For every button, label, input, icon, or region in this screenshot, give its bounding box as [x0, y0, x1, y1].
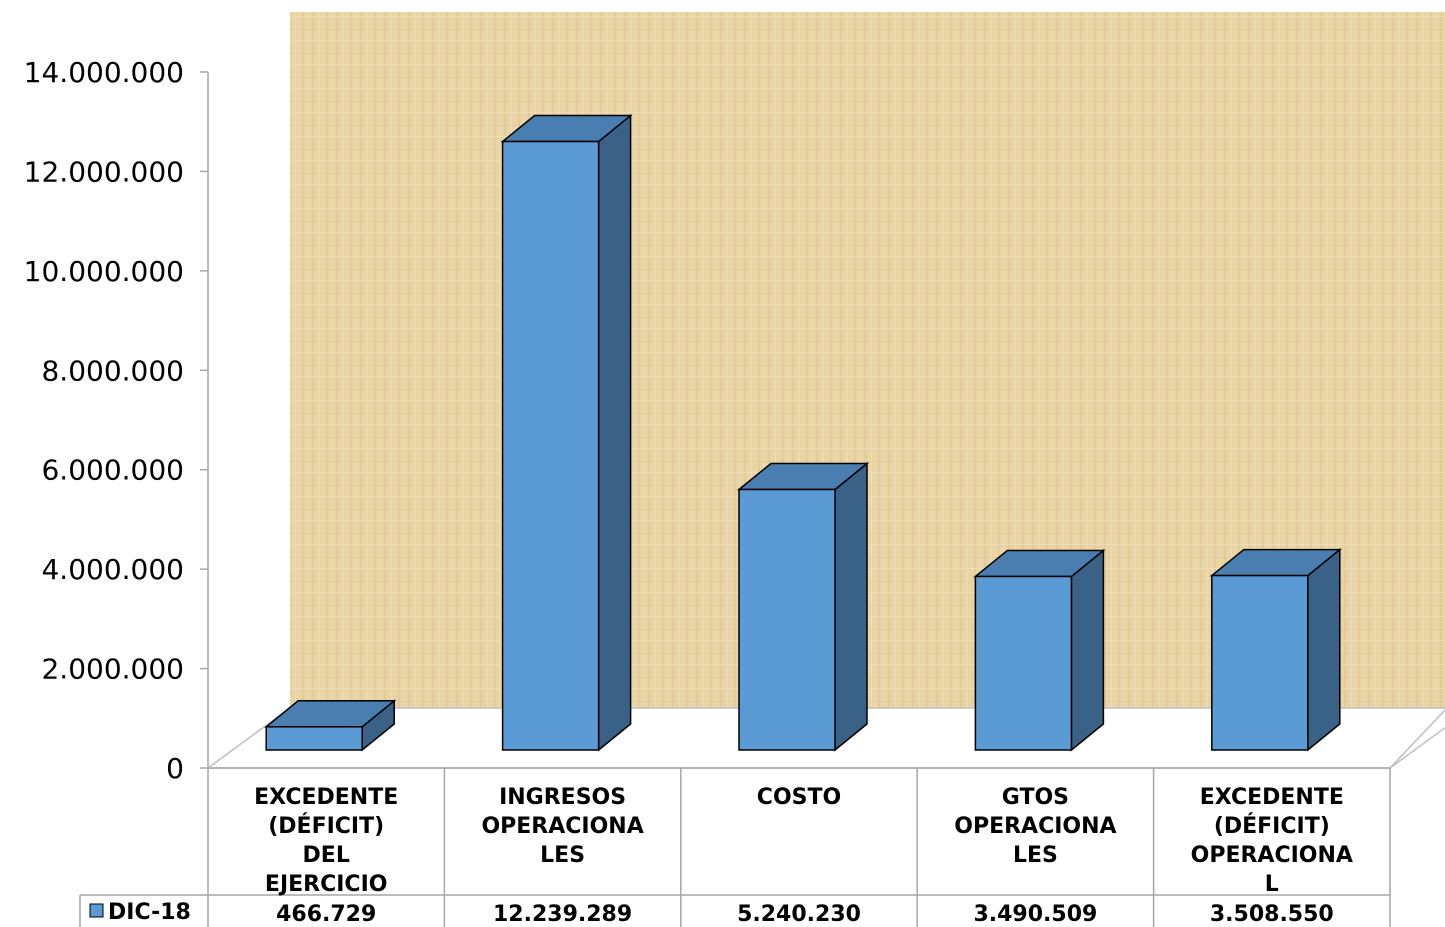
bar: [736, 461, 870, 752]
y-tick-label: 10.000.000: [24, 255, 184, 288]
y-tick-label: 12.000.000: [24, 155, 184, 188]
category-label-line: EJERCICIO: [265, 872, 388, 897]
bar-front: [265, 726, 363, 751]
category-label-line: OPERACIONA: [954, 814, 1116, 839]
bar-front: [974, 575, 1073, 751]
y-tick-label: 14.000.000: [24, 56, 184, 89]
bar: [264, 699, 397, 752]
category-label-line: COSTO: [757, 785, 841, 810]
data-label: 3.508.550: [1210, 902, 1334, 927]
bar: [973, 548, 1106, 752]
category-label: GTOS OPERACIONA LES: [954, 785, 1116, 868]
category-label: INGRESOS OPERACIONA LES: [481, 785, 643, 868]
category-label-line: GTOS: [1002, 785, 1069, 810]
category-label-line: OPERACIONA: [481, 814, 643, 839]
bar: [500, 113, 633, 752]
data-label: 5.240.230: [737, 902, 861, 927]
category-label-line: L: [1265, 872, 1279, 897]
y-tick-label: 8.000.000: [41, 354, 184, 387]
category-label-line: (DÉFICIT): [1214, 813, 1330, 839]
category-label-line: LES: [540, 843, 585, 868]
y-tick-label: 2.000.000: [41, 653, 184, 686]
category-label: COSTO: [757, 785, 841, 810]
category-label-line: OPERACIONA: [1191, 843, 1353, 868]
legend-series-name: DIC-18: [108, 900, 191, 925]
category-label-line: DEL: [303, 843, 350, 868]
data-label: 466.729: [276, 902, 376, 927]
bar-front: [501, 140, 600, 751]
floor-right-edge: [1389, 709, 1445, 769]
y-tick-label: 0: [166, 752, 184, 785]
y-tick-label: 4.000.000: [41, 553, 184, 586]
bar-side: [1070, 548, 1105, 752]
category-label-line: INGRESOS: [499, 785, 626, 810]
bar: [1209, 547, 1342, 752]
bar-side: [1307, 547, 1341, 752]
data-label: 3.490.509: [973, 902, 1097, 927]
bar-front: [1211, 574, 1309, 751]
category-label: EXCEDENTE (DÉFICIT) OPERACIONA L: [1191, 785, 1353, 897]
y-tick-label: 6.000.000: [41, 454, 184, 487]
data-label: 12.239.289: [493, 902, 632, 927]
category-label: EXCEDENTE (DÉFICIT) DEL EJERCICIO: [254, 785, 398, 897]
category-label-line: EXCEDENTE: [254, 785, 398, 810]
legend-key: [89, 903, 104, 918]
category-label-line: (DÉFICIT): [268, 813, 384, 839]
category-label-line: LES: [1013, 843, 1058, 868]
bar-front: [738, 488, 836, 751]
bar-side: [834, 461, 868, 752]
category-label-line: EXCEDENTE: [1200, 785, 1344, 810]
bar-side: [597, 113, 632, 752]
